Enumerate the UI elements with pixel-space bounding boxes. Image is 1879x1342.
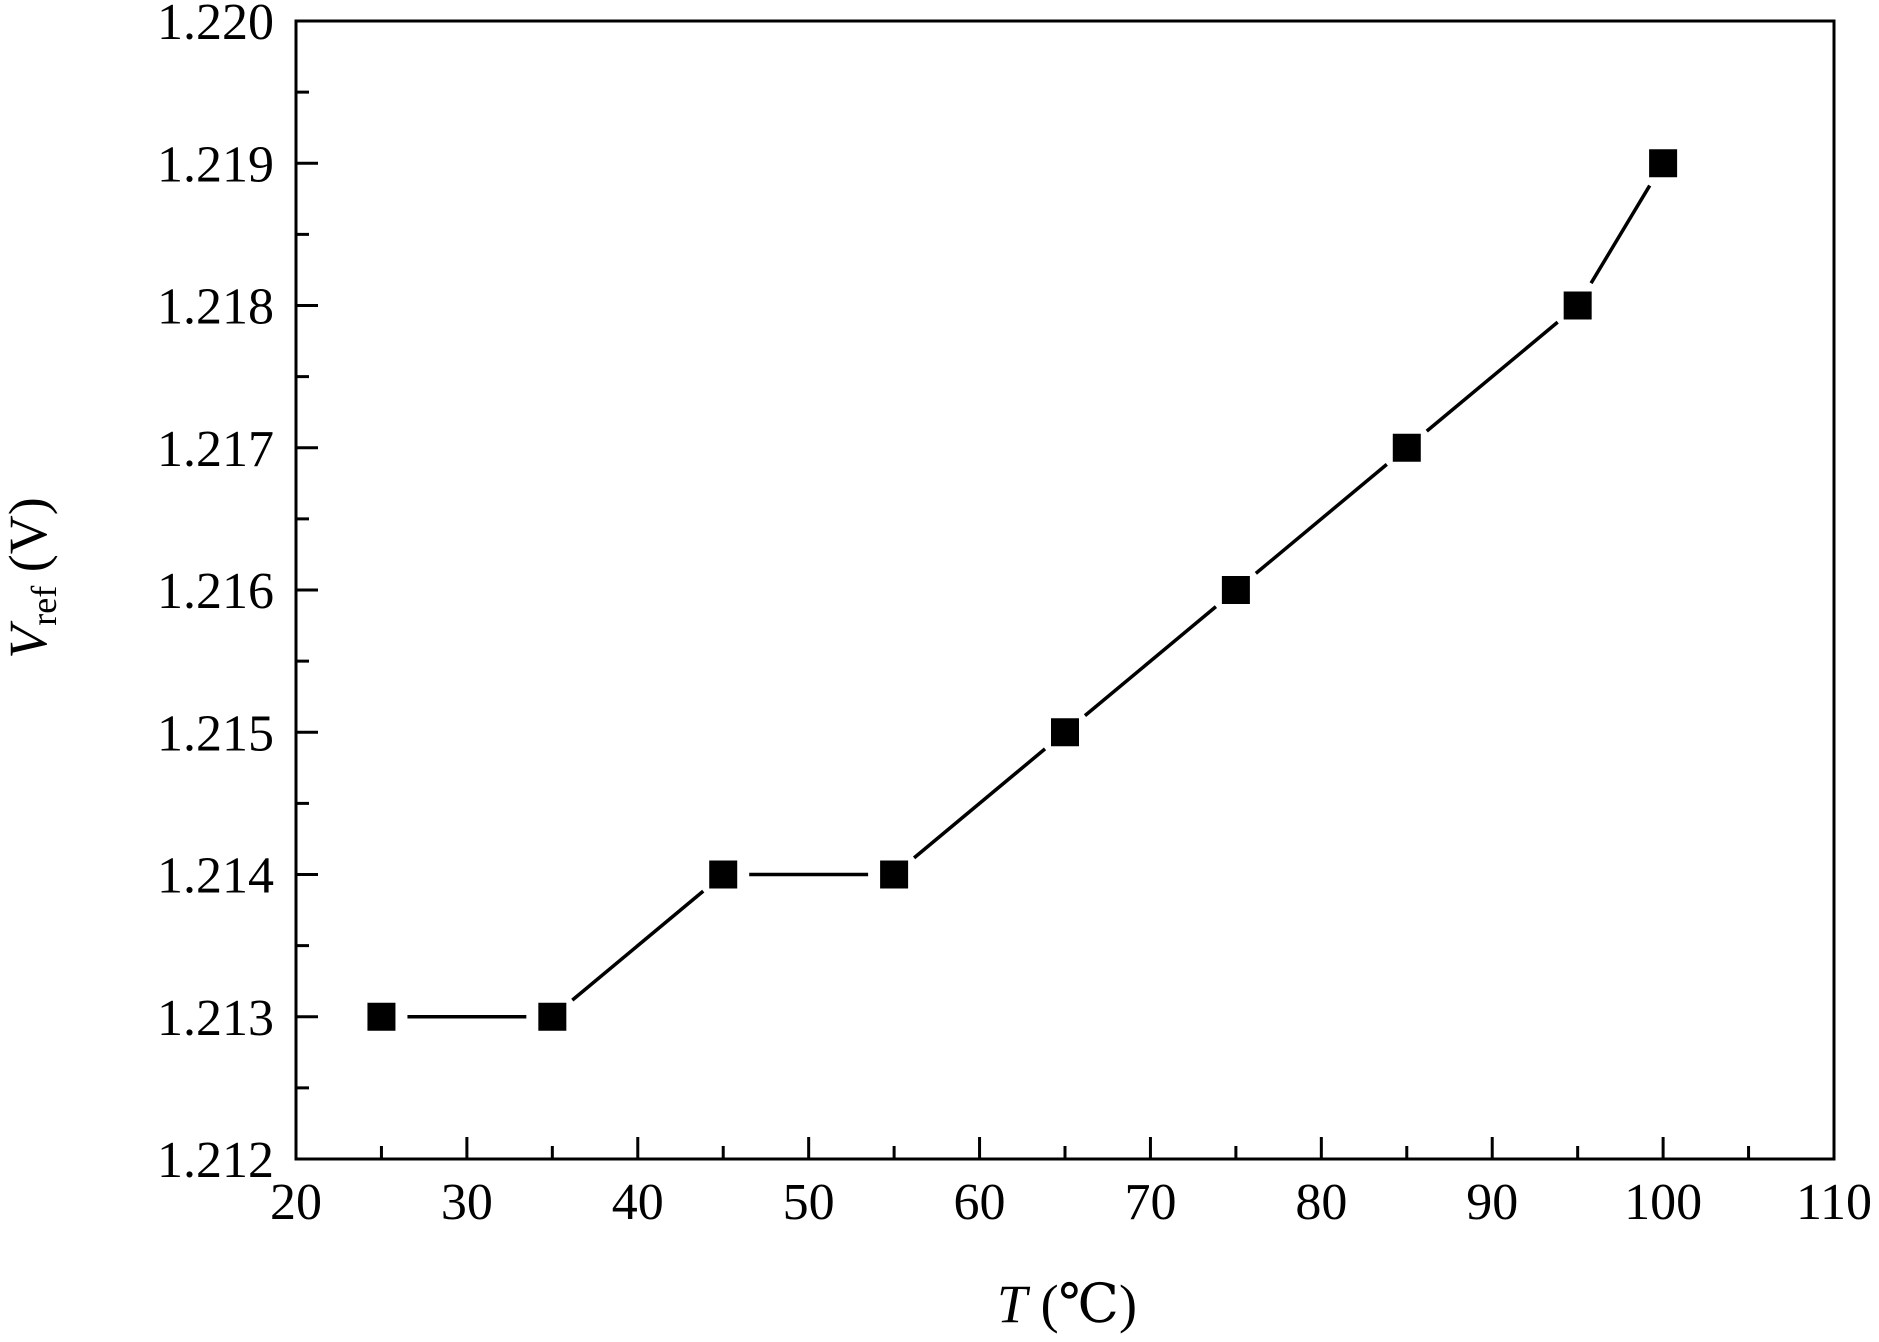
- series-lines: [407, 184, 1652, 1019]
- x-axis-variable: T: [997, 1274, 1031, 1334]
- x-tick-label: 60: [954, 1174, 1006, 1231]
- data-point-marker: [1649, 149, 1678, 178]
- series-line-segment: [1254, 463, 1388, 575]
- data-point-marker: [709, 860, 738, 889]
- series-line-segment: [1425, 320, 1559, 433]
- series-line-segment: [1589, 184, 1652, 285]
- y-axis-label: Vref (V): [0, 497, 64, 658]
- x-tick-labels: 20 30 40 50 60 70 80 90 100 110: [270, 1174, 1872, 1231]
- y-tick-label: 1.218: [157, 279, 274, 336]
- y-tick-label: 1.214: [157, 848, 274, 905]
- x-tick-label: 100: [1624, 1174, 1702, 1231]
- x-tick-label: 90: [1466, 1174, 1518, 1231]
- y-tick-label: 1.213: [157, 990, 274, 1047]
- series-line-segment: [1083, 605, 1218, 717]
- y-tick-label: 1.216: [157, 563, 274, 620]
- minor-ticks: [296, 90, 1751, 1159]
- data-point-marker: [367, 1002, 396, 1031]
- data-point-marker: [538, 1002, 567, 1031]
- x-axis-unit: (℃): [1027, 1274, 1137, 1334]
- data-point-marker: [1563, 291, 1592, 320]
- x-tick-label: 20: [270, 1174, 322, 1231]
- y-tick-label: 1.220: [157, 0, 274, 51]
- x-tick-label: 80: [1295, 1174, 1347, 1231]
- y-tick-label: 1.219: [157, 136, 274, 193]
- x-tick-label: 30: [441, 1174, 493, 1231]
- data-point-marker: [1392, 433, 1421, 462]
- plot-frame: [294, 19, 1836, 1161]
- x-tick-label: 50: [783, 1174, 835, 1231]
- y-tick-label: 1.217: [157, 421, 274, 478]
- series-line-segment: [571, 889, 705, 1002]
- x-axis-label: T (℃): [997, 1274, 1137, 1334]
- data-point-marker: [880, 860, 909, 889]
- y-axis-variable: V: [0, 620, 58, 659]
- y-tick-label: 1.212: [157, 1132, 274, 1189]
- data-point-marker: [1051, 718, 1079, 747]
- series-markers: [367, 149, 1678, 1031]
- y-axis-unit: (V): [0, 497, 58, 585]
- x-tick-label: 40: [612, 1174, 664, 1231]
- y-tick-labels: 1.212 1.213 1.214 1.215 1.216 1.217 1.218 1.219…: [157, 0, 274, 1189]
- data-point-marker: [1221, 576, 1250, 604]
- x-tick-label: 70: [1124, 1174, 1176, 1231]
- y-axis-subscript: ref: [24, 586, 64, 626]
- x-tick-label: 110: [1796, 1174, 1872, 1231]
- y-tick-label: 1.215: [157, 705, 274, 762]
- series-line-segment: [912, 747, 1047, 860]
